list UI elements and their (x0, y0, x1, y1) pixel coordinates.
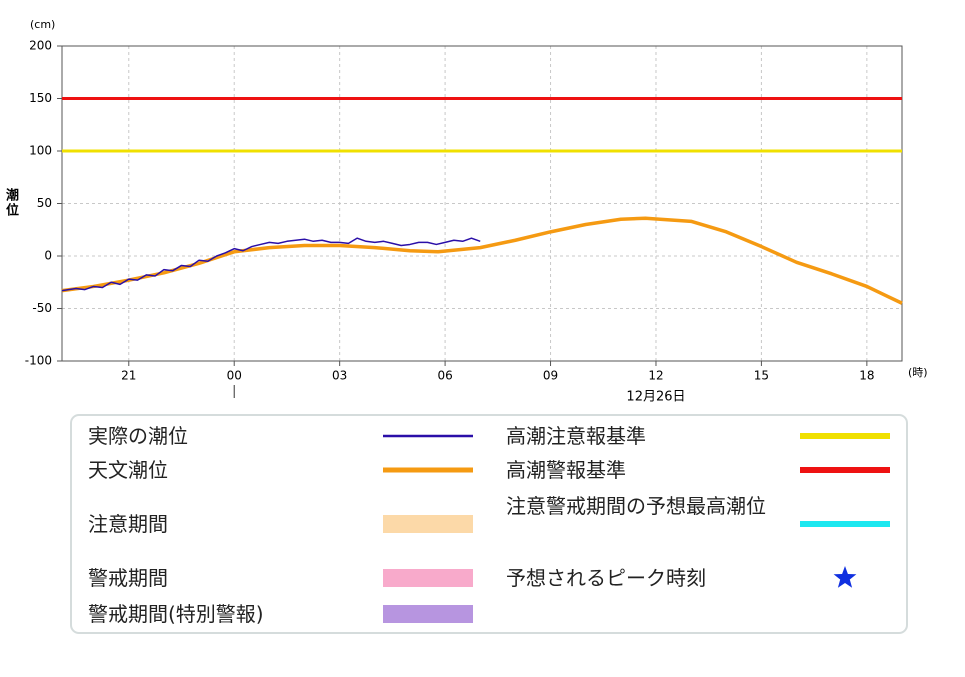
legend-star (833, 566, 857, 588)
legend-swatch (383, 515, 473, 533)
legend-label: 注意警戒期間の予想最高潮位 (506, 494, 766, 518)
x-tick-label: 18 (859, 369, 874, 383)
x-unit: (時) (908, 366, 928, 379)
legend-label: 警戒期間(特別警報) (88, 602, 264, 626)
y-tick-label: 150 (29, 91, 52, 105)
x-tick-label: 09 (543, 369, 558, 383)
legend-label: 注意期間 (88, 512, 168, 536)
y-tick-label: 200 (29, 39, 52, 53)
legend-label: 警戒期間 (88, 566, 168, 590)
series-line (61, 216, 903, 305)
y-tick-label: -100 (25, 354, 52, 368)
plot-frame (61, 45, 903, 362)
legend-swatch (383, 605, 473, 623)
legend-label: 高潮注意報基準 (506, 424, 646, 448)
x-tick-label: 00 (227, 369, 242, 383)
x-tick-label: 12 (648, 369, 663, 383)
series-line (61, 237, 481, 292)
y-tick-label: 100 (29, 144, 52, 158)
y-tick-label: 0 (44, 249, 52, 263)
x-tick-label: 06 (437, 369, 452, 383)
x-tick-label: 03 (332, 369, 347, 383)
legend-label: 天文潮位 (88, 458, 168, 482)
legend-swatch (383, 569, 473, 587)
y-unit: (cm) (30, 18, 55, 31)
y-tick-label: -50 (32, 301, 52, 315)
x-tick-label: 21 (121, 369, 136, 383)
x-tick-label: 15 (754, 369, 769, 383)
y-tick-label: 50 (37, 196, 52, 210)
legend-label: 予想されるピーク時刻 (506, 566, 706, 590)
legend-label: 高潮警報基準 (506, 458, 626, 482)
y-axis-label: 潮位 (3, 188, 18, 218)
legend-label: 実際の潮位 (88, 424, 188, 448)
date-label: 12月26日 (626, 390, 685, 405)
legend-box (70, 414, 908, 634)
